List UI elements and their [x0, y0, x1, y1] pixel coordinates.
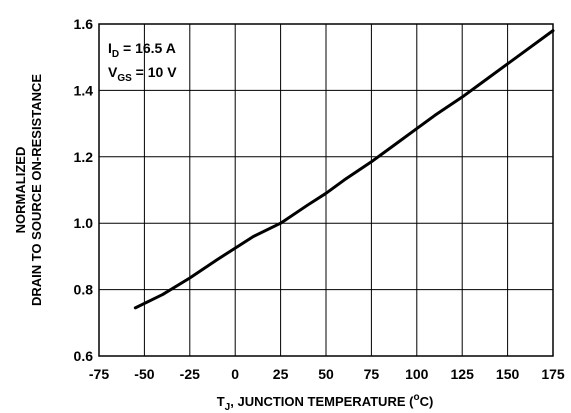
x-tick-label: 125: [451, 366, 475, 382]
y-tick-label: 0.6: [74, 348, 94, 364]
y-tick-label: 1.2: [74, 149, 94, 165]
y-axis-title-line-1: NORMALIZED: [13, 147, 28, 234]
x-tick-label: 25: [273, 366, 289, 382]
x-tick-label: -75: [89, 366, 109, 382]
series-layer: [133, 29, 555, 310]
x-tick-label: -25: [180, 366, 200, 382]
plot-frame: [98, 23, 554, 357]
y-axis-title: NORMALIZED DRAIN TO SOURCE ON-RESISTANCE: [13, 74, 44, 306]
y-tick-labels: 0.6 0.8 1.0 1.2 1.4 1.6: [74, 16, 94, 364]
x-tick-label: 50: [318, 366, 334, 382]
x-axis-title: TJ, JUNCTION TEMPERATURE (oC): [217, 392, 434, 413]
y-tick-label: 0.8: [74, 282, 94, 298]
x-tick-label: 75: [364, 366, 380, 382]
annotation-drain-current: ID = 16.5 A: [108, 40, 176, 60]
x-tick-label: 100: [405, 366, 429, 382]
x-tick-label: 175: [541, 366, 565, 382]
x-tick-label: 150: [496, 366, 520, 382]
x-tick-labels: -75 -50 -25 0 25 50 75 100 125 150 175: [89, 366, 565, 382]
y-tick-label: 1.6: [74, 16, 94, 32]
annotation-gate-voltage: VGS = 10 V: [108, 64, 177, 84]
y-axis-title-line-2: DRAIN TO SOURCE ON-RESISTANCE: [29, 74, 44, 306]
annotation-box: ID = 16.5 A VGS = 10 V: [108, 40, 177, 84]
x-tick-label: -50: [134, 366, 154, 382]
y-tick-label: 1.0: [74, 215, 94, 231]
series-line: [133, 29, 555, 310]
y-tick-label: 1.4: [74, 82, 94, 98]
x-tick-label: 0: [231, 366, 239, 382]
